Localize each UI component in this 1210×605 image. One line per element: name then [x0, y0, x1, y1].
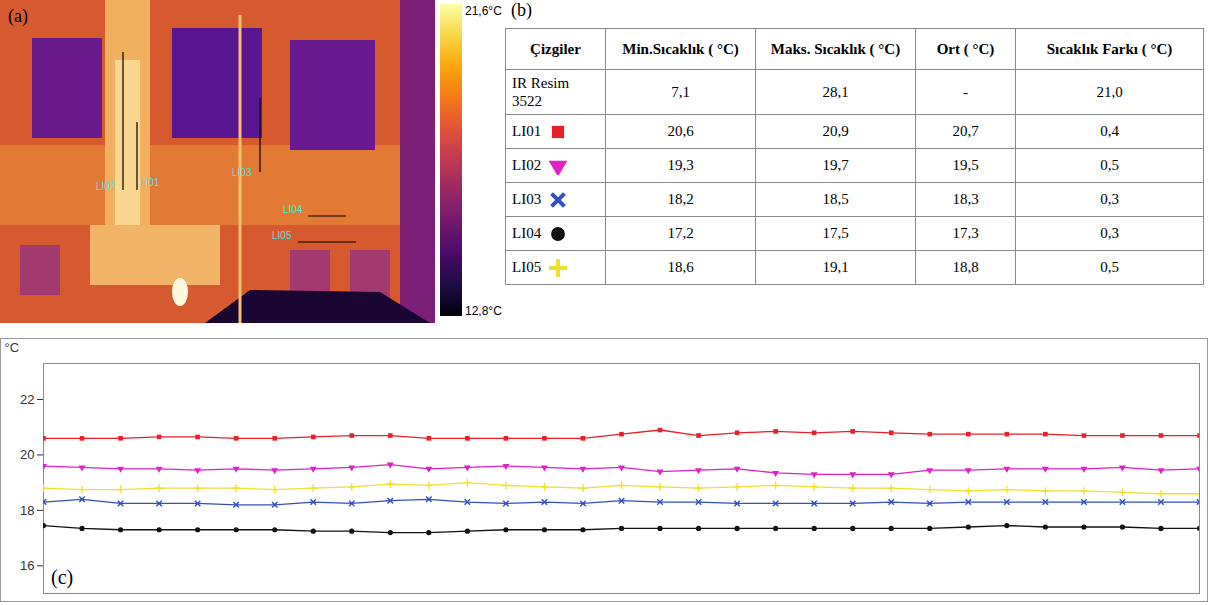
html-text:Min.Sıcaklık ( °C): Min.Sıcaklık ( °C) — [622, 40, 739, 57]
html-text:Maks. Sıcaklık ( °C): Maks. Sıcaklık ( °C) — [770, 40, 901, 57]
html-text:LI05: LI05 — [512, 259, 542, 276]
html-text:Çizgiler: Çizgiler — [530, 40, 581, 57]
html-text:0,3: 0,3 — [1100, 191, 1119, 208]
svg-text:12,8°C: 12,8°C — [465, 304, 502, 318]
html-text:17,5: 17,5 — [822, 225, 849, 242]
html-text:21,0: 21,0 — [1096, 83, 1123, 100]
svg-text:22: 22 — [20, 392, 34, 407]
svg-text:21,6°C: 21,6°C — [465, 4, 502, 18]
html-text:Ort ( °C): Ort ( °C) — [936, 40, 995, 57]
svg-text:°C: °C — [5, 340, 20, 355]
html-text:IR Resim 3522: IR Resim 3522 — [512, 75, 570, 110]
html-text:0,5: 0,5 — [1100, 157, 1119, 174]
html-text:20,9: 20,9 — [822, 123, 849, 140]
html-text:0,4: 0,4 — [1100, 123, 1119, 140]
html-text:Sıcaklık Farkı ( °C): Sıcaklık Farkı ( °C) — [1046, 40, 1173, 57]
html-text:19,3: 19,3 — [667, 157, 694, 174]
html-text:17,2: 17,2 — [667, 225, 694, 242]
svg-text:(a): (a) — [8, 6, 28, 27]
html-text:(c): (c) — [51, 566, 74, 588]
html-text:LI03: LI03 — [512, 191, 542, 208]
html-text:18,5: 18,5 — [822, 191, 849, 208]
svg-text:LI04: LI04 — [283, 204, 303, 215]
html-text:LI01: LI01 — [512, 123, 542, 140]
html-text:20,6: 20,6 — [667, 123, 694, 140]
html-text:7,1: 7,1 — [671, 83, 690, 100]
svg-text:LI01: LI01 — [140, 177, 160, 188]
svg-text:LI03: LI03 — [232, 167, 252, 178]
html-text:17,3: 17,3 — [952, 225, 979, 242]
html-text:19,5: 19,5 — [952, 157, 979, 174]
html-text:19,7: 19,7 — [822, 157, 849, 174]
html-text:18,8: 18,8 — [952, 259, 979, 276]
html-text:0,3: 0,3 — [1100, 225, 1119, 242]
html-text:0,5: 0,5 — [1100, 259, 1119, 276]
html-text:(b): (b) — [511, 0, 532, 20]
svg-text:LI02: LI02 — [96, 181, 116, 192]
svg-text:LI05: LI05 — [272, 230, 292, 241]
html-text:18,6: 18,6 — [667, 259, 694, 276]
html-text:20,7: 20,7 — [952, 123, 979, 140]
svg-text:16: 16 — [20, 558, 34, 573]
html-text:18,3: 18,3 — [952, 191, 979, 208]
html-text:19,1: 19,1 — [822, 259, 849, 276]
html-text:LI02: LI02 — [512, 157, 542, 174]
html-text:LI04: LI04 — [512, 225, 542, 242]
svg-text:18: 18 — [20, 503, 34, 518]
html-text:28,1: 28,1 — [822, 83, 849, 100]
html-text:18,2: 18,2 — [667, 191, 694, 208]
svg-text:20: 20 — [20, 447, 34, 462]
